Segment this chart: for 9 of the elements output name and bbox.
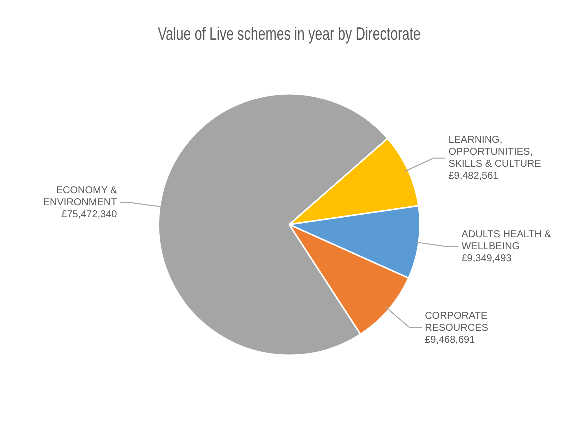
slice-label: ECONOMY & ENVIRONMENT bbox=[43, 186, 118, 209]
data-label: £9,468,691 bbox=[425, 334, 476, 346]
slice-label: CORPORATE RESOURCES bbox=[425, 310, 489, 334]
data-label: £9,482,561 bbox=[448, 171, 500, 182]
data-label: £75,472,340 bbox=[62, 210, 118, 221]
data-label: £9,349,493 bbox=[462, 253, 512, 264]
slice-label: ADULTS HEALTH & WELLBEING bbox=[462, 229, 552, 252]
chart-title: Value of Live schemes in year by Directorate bbox=[158, 24, 422, 44]
slice-label: LEARNING, OPPORTUNITIES, SKILLS & CULTURE bbox=[448, 135, 542, 170]
